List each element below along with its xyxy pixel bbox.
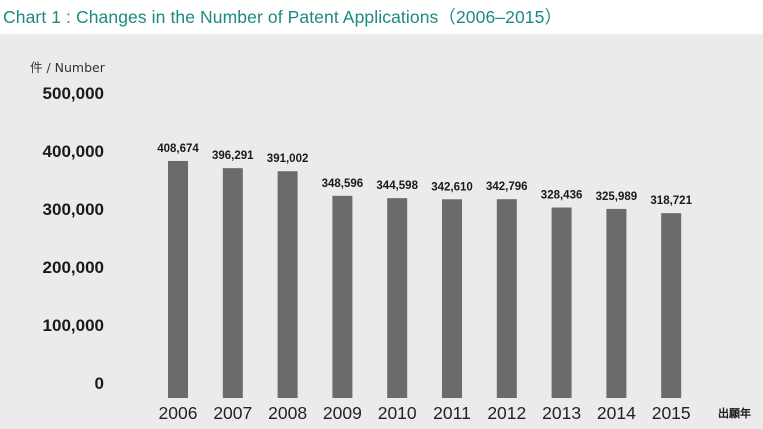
y-tick-label: 300,000 — [43, 200, 104, 219]
x-tick-label-2014: 2014 — [597, 403, 636, 423]
data-label-2013: 328,436 — [541, 190, 583, 202]
bar-2006 — [168, 160, 188, 398]
y-tick-label: 100,000 — [43, 316, 104, 335]
bar-2011 — [442, 199, 462, 398]
chart-panel — [0, 34, 763, 429]
bar-2010 — [387, 198, 408, 398]
x-tick-label-2009: 2009 — [323, 403, 362, 423]
x-tick-label-2007: 2007 — [213, 403, 252, 423]
y-tick-label: 200,000 — [43, 258, 104, 277]
bar-2015 — [661, 213, 682, 398]
x-axis-unit-label: 出願年 — [718, 406, 751, 420]
x-tick-label-2012: 2012 — [487, 403, 526, 423]
y-tick-label: 500,000 — [43, 84, 104, 103]
data-label-2012: 342,796 — [486, 181, 528, 193]
bar-2014 — [606, 208, 627, 398]
x-tick-label-2011: 2011 — [433, 403, 471, 423]
data-label-2009: 348,596 — [322, 178, 364, 190]
x-tick-label-2008: 2008 — [268, 403, 307, 423]
x-tick-label-2013: 2013 — [542, 403, 581, 423]
bar-2013 — [551, 207, 572, 398]
data-label-2008: 391,002 — [267, 153, 309, 165]
chart-title: Chart 1 : Changes in the Number of Paten… — [3, 7, 563, 27]
y-tick-label: 0 — [95, 374, 104, 393]
x-tick-label-2015: 2015 — [652, 403, 691, 423]
bar-2012 — [496, 199, 517, 398]
y-tick-label: 400,000 — [43, 142, 104, 161]
bar-2008 — [277, 171, 298, 398]
data-label-2006: 408,674 — [157, 143, 199, 155]
data-label-2007: 396,291 — [212, 150, 254, 162]
x-tick-label-2006: 2006 — [159, 403, 198, 423]
data-label-2011: 342,610 — [431, 181, 473, 193]
y-axis-unit-label: 件 / Number — [30, 60, 106, 75]
x-tick-label-2010: 2010 — [378, 403, 417, 423]
data-label-2015: 318,721 — [650, 195, 692, 207]
bar-2009 — [332, 195, 353, 398]
data-label-2010: 344,598 — [376, 180, 418, 192]
bar-2007 — [222, 168, 243, 398]
data-label-2014: 325,989 — [596, 191, 638, 203]
